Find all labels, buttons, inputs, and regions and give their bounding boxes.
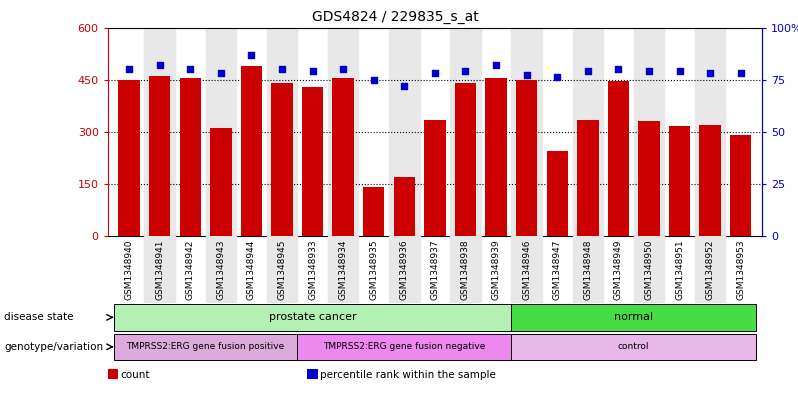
Text: count: count <box>120 370 150 380</box>
Point <box>367 76 380 83</box>
Bar <box>512 28 542 236</box>
Bar <box>455 83 476 236</box>
Bar <box>267 236 298 303</box>
Point <box>245 51 258 58</box>
Bar <box>389 236 420 303</box>
Point <box>520 72 533 79</box>
Text: percentile rank within the sample: percentile rank within the sample <box>320 370 496 380</box>
Bar <box>516 79 537 236</box>
Point <box>184 66 196 72</box>
Bar <box>144 236 175 303</box>
Text: GSM1348933: GSM1348933 <box>308 239 317 300</box>
Bar <box>393 177 415 236</box>
Text: GSM1348949: GSM1348949 <box>614 239 623 299</box>
Bar <box>572 236 603 303</box>
Bar <box>512 236 542 303</box>
Text: GSM1348939: GSM1348939 <box>492 239 500 300</box>
Text: GSM1348945: GSM1348945 <box>278 239 286 299</box>
Bar <box>577 119 598 236</box>
Bar <box>669 127 690 236</box>
Point <box>275 66 288 72</box>
Text: GSM1348943: GSM1348943 <box>216 239 225 299</box>
Text: TMPRSS2:ERG gene fusion negative: TMPRSS2:ERG gene fusion negative <box>323 342 485 351</box>
Text: GSM1348938: GSM1348938 <box>461 239 470 300</box>
Point <box>582 68 595 74</box>
Text: normal: normal <box>614 312 654 322</box>
Text: GSM1348934: GSM1348934 <box>338 239 348 299</box>
Bar <box>450 236 480 303</box>
Text: GSM1348947: GSM1348947 <box>553 239 562 299</box>
Point <box>398 83 411 89</box>
Point <box>704 70 717 77</box>
Point <box>490 62 503 68</box>
Text: GSM1348948: GSM1348948 <box>583 239 592 299</box>
Bar <box>699 125 721 236</box>
Bar <box>210 128 231 236</box>
Bar <box>512 334 756 360</box>
Text: GSM1348935: GSM1348935 <box>369 239 378 300</box>
Point <box>734 70 747 77</box>
Bar <box>328 28 358 236</box>
Bar <box>180 78 201 236</box>
Bar <box>607 81 629 236</box>
Bar <box>149 76 171 236</box>
Text: GSM1348953: GSM1348953 <box>737 239 745 300</box>
Bar <box>730 135 752 236</box>
Bar <box>144 28 175 236</box>
Text: GSM1348937: GSM1348937 <box>430 239 440 300</box>
Bar <box>695 28 725 236</box>
Bar <box>572 28 603 236</box>
Text: GSM1348946: GSM1348946 <box>522 239 531 299</box>
Text: GDS4824 / 229835_s_at: GDS4824 / 229835_s_at <box>312 9 478 24</box>
Point <box>429 70 441 77</box>
Bar <box>425 119 445 236</box>
Bar <box>634 28 664 236</box>
Text: GSM1348950: GSM1348950 <box>645 239 654 300</box>
Bar <box>302 86 323 236</box>
Point <box>153 62 166 68</box>
Bar <box>114 334 298 360</box>
Text: GSM1348942: GSM1348942 <box>186 239 195 299</box>
Bar <box>267 28 298 236</box>
Text: genotype/variation: genotype/variation <box>4 342 103 352</box>
Text: TMPRSS2:ERG gene fusion positive: TMPRSS2:ERG gene fusion positive <box>126 342 285 351</box>
Bar <box>206 28 236 236</box>
Text: GSM1348951: GSM1348951 <box>675 239 684 300</box>
Text: disease state: disease state <box>4 312 73 322</box>
Bar <box>389 28 420 236</box>
Text: control: control <box>618 342 650 351</box>
Bar <box>206 236 236 303</box>
Bar <box>485 78 507 236</box>
Text: GSM1348941: GSM1348941 <box>156 239 164 299</box>
Bar <box>333 78 354 236</box>
Bar <box>271 83 293 236</box>
Text: GSM1348936: GSM1348936 <box>400 239 409 300</box>
Text: prostate cancer: prostate cancer <box>269 312 357 322</box>
Bar <box>547 151 568 236</box>
Text: GSM1348944: GSM1348944 <box>247 239 256 299</box>
Bar <box>298 334 512 360</box>
Bar <box>634 236 664 303</box>
Bar <box>241 66 263 236</box>
Bar <box>638 121 660 236</box>
Bar <box>363 187 385 236</box>
Point <box>459 68 472 74</box>
Bar <box>118 79 140 236</box>
Point <box>123 66 136 72</box>
Text: GSM1348952: GSM1348952 <box>705 239 714 299</box>
Bar <box>450 28 480 236</box>
Point <box>337 66 350 72</box>
Point <box>306 68 319 74</box>
Point <box>215 70 227 77</box>
Bar <box>328 236 358 303</box>
Point <box>612 66 625 72</box>
Bar <box>512 304 756 331</box>
Bar <box>114 304 512 331</box>
Point <box>551 74 563 81</box>
Bar <box>695 236 725 303</box>
Point <box>674 68 686 74</box>
Text: GSM1348940: GSM1348940 <box>124 239 133 299</box>
Point <box>642 68 655 74</box>
